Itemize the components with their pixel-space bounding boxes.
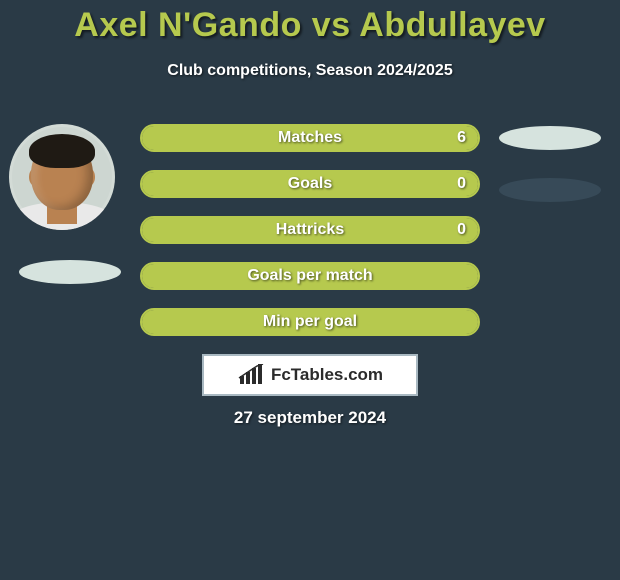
player-right-placeholder	[499, 178, 601, 202]
stat-bar-label: Matches	[142, 126, 478, 150]
subtitle: Club competitions, Season 2024/2025	[0, 62, 620, 80]
stat-bar-label: Goals per match	[142, 264, 478, 288]
date: 27 september 2024	[0, 408, 620, 428]
stat-bar: Hattricks0	[140, 216, 480, 244]
bar-chart-icon	[237, 364, 265, 386]
player-left-placeholder	[19, 260, 121, 284]
stat-bar-value: 6	[457, 126, 466, 150]
stat-bar: Min per goal	[140, 308, 480, 336]
player-right-placeholder	[499, 126, 601, 150]
stat-bar: Matches6	[140, 124, 480, 152]
stat-bar-label: Goals	[142, 172, 478, 196]
stat-bar: Goals0	[140, 170, 480, 198]
stat-bar-label: Hattricks	[142, 218, 478, 242]
stat-bar-value: 0	[457, 172, 466, 196]
comparison-infographic: Axel N'Gando vs Abdullayev Club competit…	[0, 0, 620, 580]
stat-bar: Goals per match	[140, 262, 480, 290]
stat-bar-label: Min per goal	[142, 310, 478, 334]
stat-bar-value: 0	[457, 218, 466, 242]
player-left-avatar	[9, 124, 115, 230]
title: Axel N'Gando vs Abdullayev	[0, 6, 620, 45]
fctables-logo: FcTables.com	[202, 354, 418, 396]
avatar-hair	[29, 134, 95, 168]
logo-text: FcTables.com	[271, 365, 383, 385]
